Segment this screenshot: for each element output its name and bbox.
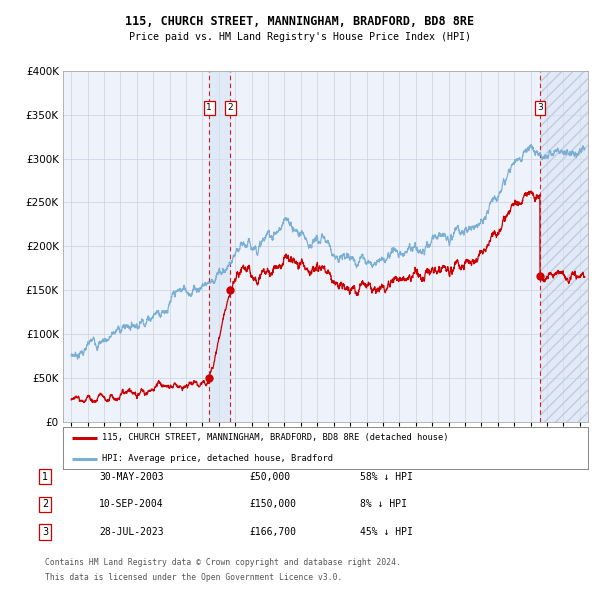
Text: This data is licensed under the Open Government Licence v3.0.: This data is licensed under the Open Gov…	[45, 572, 343, 582]
Text: 115, CHURCH STREET, MANNINGHAM, BRADFORD, BD8 8RE: 115, CHURCH STREET, MANNINGHAM, BRADFORD…	[125, 15, 475, 28]
Text: 45% ↓ HPI: 45% ↓ HPI	[360, 527, 413, 537]
Text: 58% ↓ HPI: 58% ↓ HPI	[360, 472, 413, 481]
Text: £166,700: £166,700	[249, 527, 296, 537]
Text: Price paid vs. HM Land Registry's House Price Index (HPI): Price paid vs. HM Land Registry's House …	[129, 32, 471, 42]
Text: 28-JUL-2023: 28-JUL-2023	[99, 527, 164, 537]
Text: 30-MAY-2003: 30-MAY-2003	[99, 472, 164, 481]
Text: 115, CHURCH STREET, MANNINGHAM, BRADFORD, BD8 8RE (detached house): 115, CHURCH STREET, MANNINGHAM, BRADFORD…	[103, 433, 449, 442]
Bar	[540, 71, 588, 422]
Bar	[540, 71, 588, 422]
Text: 3: 3	[42, 527, 48, 537]
Text: 2: 2	[227, 103, 233, 112]
Text: HPI: Average price, detached house, Bradford: HPI: Average price, detached house, Brad…	[103, 454, 334, 463]
Bar	[209, 71, 230, 422]
Text: £150,000: £150,000	[249, 500, 296, 509]
Text: 8% ↓ HPI: 8% ↓ HPI	[360, 500, 407, 509]
Text: 3: 3	[537, 103, 543, 112]
Text: 10-SEP-2004: 10-SEP-2004	[99, 500, 164, 509]
Text: Contains HM Land Registry data © Crown copyright and database right 2024.: Contains HM Land Registry data © Crown c…	[45, 558, 401, 567]
Text: £50,000: £50,000	[249, 472, 290, 481]
Text: 1: 1	[42, 472, 48, 481]
Text: 2: 2	[42, 500, 48, 509]
Text: 1: 1	[206, 103, 212, 112]
